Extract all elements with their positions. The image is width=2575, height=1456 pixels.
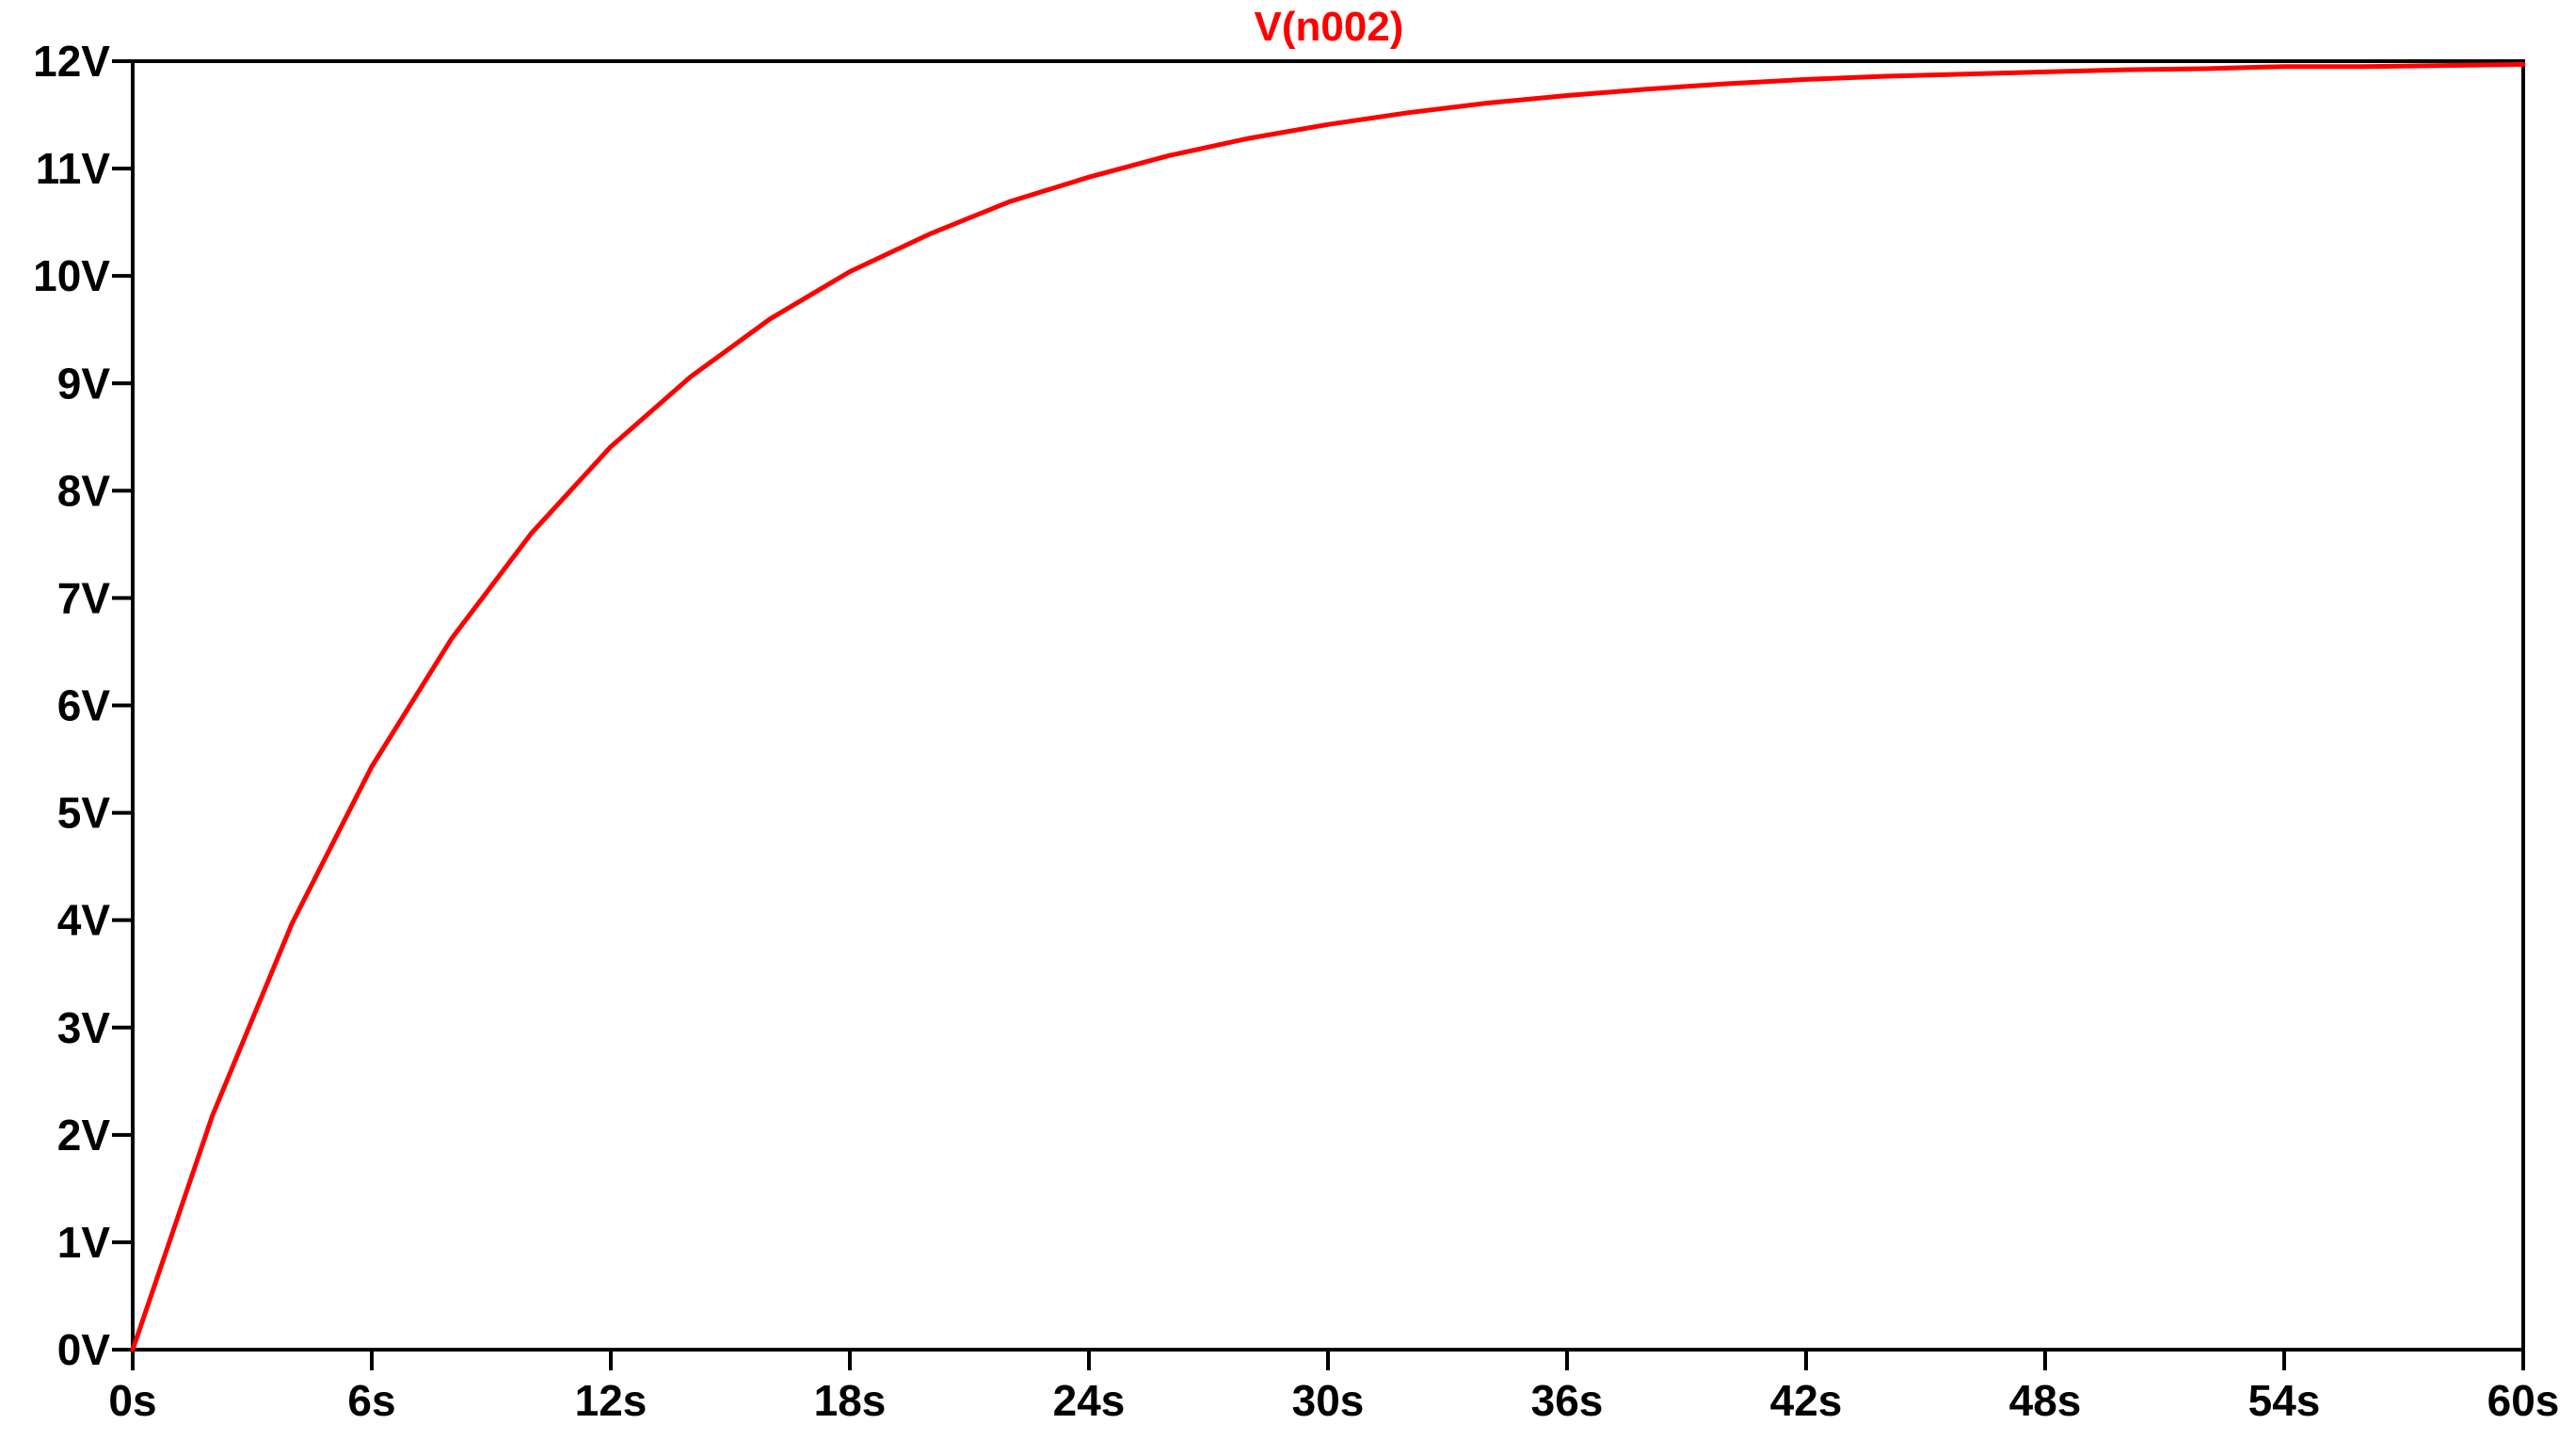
x-tick-label: 48s bbox=[2009, 1376, 2082, 1425]
series-line-V(n002) bbox=[130, 61, 2526, 1352]
y-axis: 0V 1V 2V 3V 4V 5V 6V 7V 8V 9V 10V 11V 12V bbox=[33, 37, 133, 1374]
x-tick-label: 24s bbox=[1053, 1376, 1126, 1425]
series-layer bbox=[130, 61, 2526, 1352]
y-tick-label: 7V bbox=[57, 573, 111, 622]
x-axis: 0s 6s 12s 18s 24s 30s 36s 42s 48s 54s 60s bbox=[108, 1350, 2559, 1425]
x-tick-label: 54s bbox=[2248, 1376, 2321, 1425]
y-tick-label: 10V bbox=[33, 251, 110, 300]
x-tick-label: 6s bbox=[347, 1376, 395, 1425]
x-tick-label: 36s bbox=[1531, 1376, 1604, 1425]
y-tick-label: 0V bbox=[57, 1325, 111, 1374]
plot-frame bbox=[131, 59, 2525, 1352]
x-tick-label: 60s bbox=[2487, 1376, 2560, 1425]
y-tick-label: 1V bbox=[57, 1218, 111, 1267]
x-tick-label: 18s bbox=[814, 1376, 887, 1425]
y-tick-label: 6V bbox=[57, 681, 111, 730]
y-tick-label: 11V bbox=[36, 144, 111, 193]
y-tick-label: 3V bbox=[57, 1003, 111, 1052]
y-tick-label: 2V bbox=[57, 1111, 111, 1160]
y-tick-label: 8V bbox=[57, 466, 111, 515]
chart-title: V(n002) bbox=[1255, 4, 1404, 50]
x-tick-label: 12s bbox=[575, 1376, 648, 1425]
x-tick-label: 30s bbox=[1292, 1376, 1365, 1425]
x-tick-label: 0s bbox=[108, 1376, 156, 1425]
y-tick-label: 9V bbox=[57, 359, 111, 408]
x-tick-label: 42s bbox=[1770, 1376, 1843, 1425]
y-tick-label: 5V bbox=[57, 789, 111, 838]
y-tick-label: 4V bbox=[57, 896, 111, 945]
y-tick-label: 12V bbox=[33, 37, 110, 86]
